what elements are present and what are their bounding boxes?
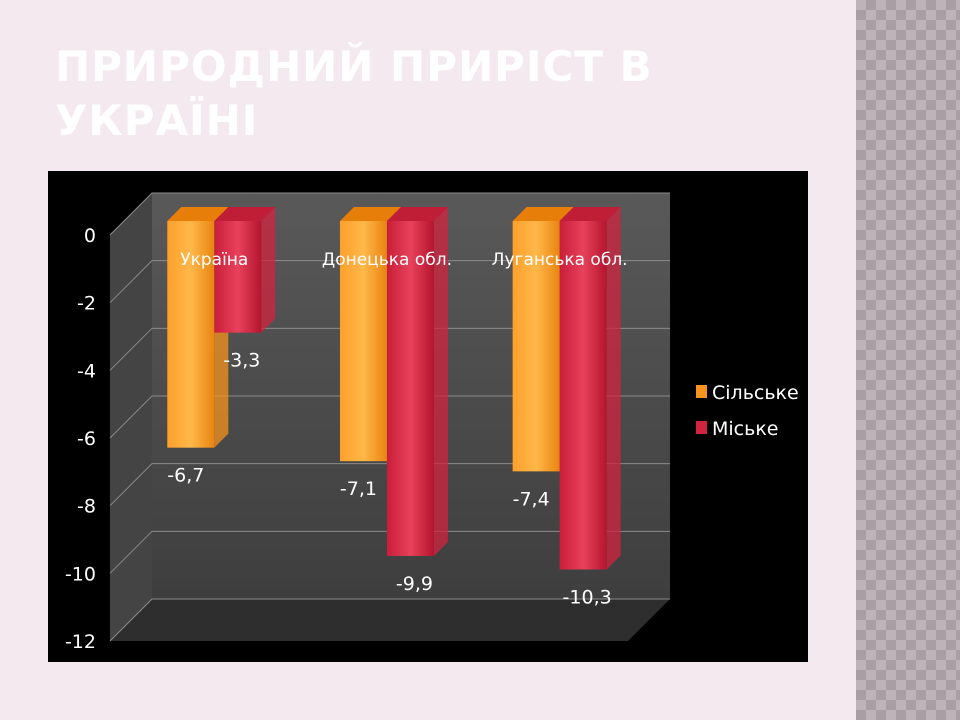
y-tick-label: -8 xyxy=(77,496,96,518)
bar-top-face xyxy=(386,207,448,221)
gridline xyxy=(109,395,670,439)
bar-chart: 0 -2 -4 -6 -8 -10 -12 Україна Донецька обл. Луга… xyxy=(65,192,799,653)
y-tick-label: 0 xyxy=(84,225,96,247)
bar-rural xyxy=(167,221,215,448)
category-label: Україна xyxy=(180,250,248,270)
chart-container: 0 -2 -4 -6 -8 -10 -12 Україна Донецька обл. Луга… xyxy=(48,171,808,662)
bar-urban xyxy=(559,221,607,570)
bar-rural xyxy=(512,221,560,472)
data-label: -3,3 xyxy=(223,350,260,372)
y-tick-label: -4 xyxy=(77,360,96,382)
bar-urban xyxy=(386,221,434,556)
chart-floor xyxy=(110,599,670,641)
bar-top-face xyxy=(214,207,276,221)
side-pattern-decoration xyxy=(856,0,960,720)
bar-top-face xyxy=(559,207,621,221)
gridline xyxy=(109,260,670,304)
data-label: -10,3 xyxy=(563,586,612,608)
legend-label: Міське xyxy=(712,418,778,440)
chart-bars xyxy=(167,207,621,570)
bar-side-face xyxy=(606,207,621,570)
data-labels: -6,7 -3,3 -7,1 -9,9 -7,4 -10,3 xyxy=(167,350,611,609)
y-axis-ticks: 0 -2 -4 -6 -8 -10 -12 xyxy=(65,225,96,653)
bar-rural xyxy=(339,221,387,462)
gridline xyxy=(109,463,670,507)
bar-side-face xyxy=(433,207,448,556)
data-label: -9,9 xyxy=(396,573,433,595)
slide-title: ПРИРОДНИЙ ПРИРІСТ В УКРАЇНІ xyxy=(55,42,653,145)
bar-top-face xyxy=(339,207,401,221)
chart-legend: Сільське Міське xyxy=(696,382,799,440)
legend-swatch-urban xyxy=(696,421,707,434)
gridline xyxy=(109,327,670,371)
category-label: Донецька обл. xyxy=(322,250,452,270)
gridline xyxy=(109,598,670,642)
y-tick-label: -6 xyxy=(77,428,96,450)
bar-side-face xyxy=(261,207,276,333)
y-tick-label: -2 xyxy=(77,293,96,315)
bar-top-face xyxy=(167,207,229,221)
bar-top-face xyxy=(512,207,574,221)
data-label: -6,7 xyxy=(167,465,204,487)
data-label: -7,4 xyxy=(513,488,550,510)
chart-grid xyxy=(109,192,670,642)
category-labels: Україна Донецька обл. Луганська обл. xyxy=(180,250,627,270)
data-label: -7,1 xyxy=(340,478,377,500)
y-tick-label: -10 xyxy=(65,563,96,585)
gridline xyxy=(109,192,670,236)
y-tick-label: -12 xyxy=(65,631,96,653)
bar-urban xyxy=(214,221,262,333)
legend-label: Сільське xyxy=(712,382,799,404)
legend-swatch-rural xyxy=(696,385,707,398)
gridline xyxy=(109,530,670,574)
category-label: Луганська обл. xyxy=(492,250,628,270)
